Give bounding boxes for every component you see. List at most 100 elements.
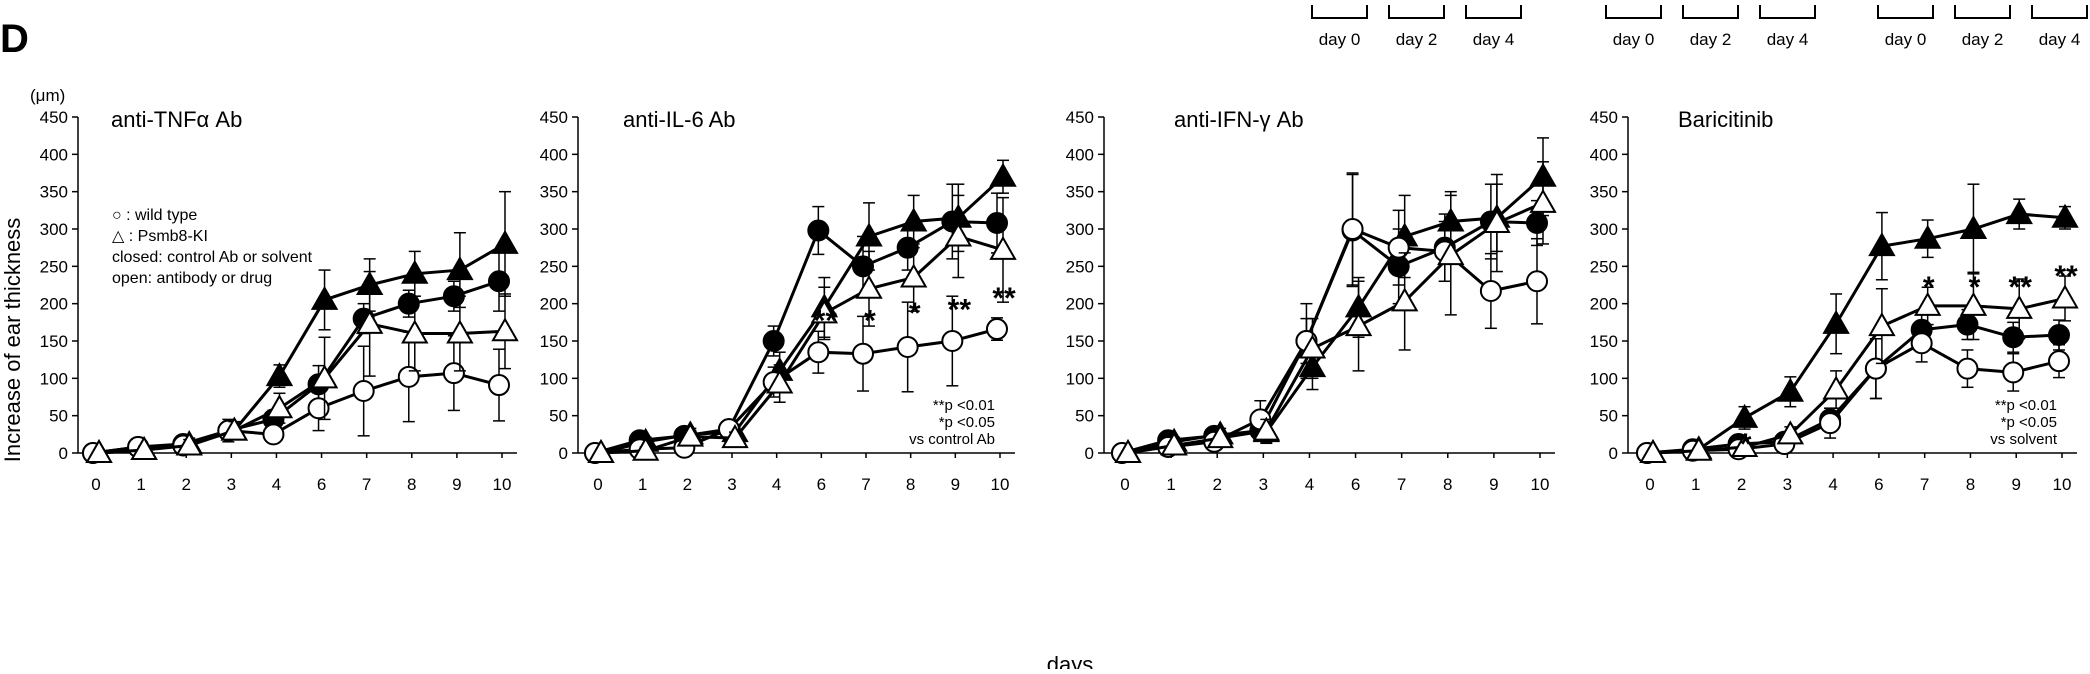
data-point — [810, 299, 839, 324]
x-tick-label: 0 — [91, 475, 100, 494]
data-point — [986, 212, 1008, 235]
panel-title: Baricitinib — [1678, 107, 1773, 132]
significance-star: ** — [948, 293, 972, 326]
schedule-bracket — [1465, 5, 1522, 19]
schedule-strip: day 0 day 2 day 4 — [1605, 5, 1816, 49]
data-point — [765, 369, 794, 394]
y-tick-label: 450 — [1066, 108, 1094, 127]
y-tick-label: 400 — [540, 145, 568, 164]
significance-star: ** — [2054, 260, 2078, 293]
series-line — [1652, 296, 2066, 455]
data-point — [1868, 312, 1896, 337]
x-tick-label: 0 — [593, 475, 602, 494]
data-point — [1298, 334, 1327, 359]
schedule-bracket — [2031, 5, 2088, 19]
x-axis-label: days — [1047, 652, 1093, 669]
schedule-day-label: day 4 — [2039, 30, 2081, 49]
panel-title: anti-IFN-γ Ab — [1174, 107, 1304, 132]
x-tick-label: 7 — [1920, 475, 1929, 494]
data-point — [1479, 279, 1502, 302]
y-tick-label: 100 — [1590, 369, 1618, 388]
x-tick-label: 2 — [1737, 475, 1746, 494]
schedule-bracket — [1311, 5, 1368, 19]
significance-note: *p <0.05 — [939, 414, 995, 431]
schedule-day-label: day 2 — [1690, 30, 1732, 49]
data-point — [175, 431, 203, 456]
data-point — [2048, 350, 2070, 373]
significance-star: ** — [814, 305, 838, 338]
y-tick-label: 250 — [1066, 257, 1094, 276]
x-tick-label: 8 — [906, 475, 915, 494]
series-line — [600, 234, 1004, 455]
y-tick-label: 300 — [540, 220, 568, 239]
data-point — [446, 256, 474, 281]
data-point — [807, 219, 830, 242]
x-tick-label: 6 — [317, 475, 326, 494]
x-tick-label: 10 — [1531, 475, 1550, 494]
data-point — [986, 318, 1008, 341]
schedule-bracket — [1877, 5, 1934, 19]
series-line — [1121, 227, 1538, 455]
y-tick-label: 150 — [40, 332, 68, 351]
data-point — [1956, 313, 1979, 336]
chart-panel: 0 50 100 150 200 250 300 350 400 450 0 1 2 3 4 6 7 8 9 10 an… — [540, 107, 1017, 494]
x-tick-label: 10 — [2053, 475, 2072, 494]
x-tick-label: 3 — [1783, 475, 1792, 494]
y-tick-label: 350 — [540, 183, 568, 202]
data-point — [899, 263, 928, 288]
panel-letter: D — [0, 17, 29, 61]
series-open-triangle — [587, 194, 1017, 463]
data-point — [2051, 284, 2079, 309]
data-point — [587, 438, 615, 463]
schedule-bracket — [1682, 5, 1739, 19]
y-tick-label: 350 — [1590, 183, 1618, 202]
chart-panel: 0 50 100 150 200 250 300 350 400 450 0 1 2 3 4 6 7 8 9 10 Ba… — [1590, 107, 2079, 494]
x-tick-label: 1 — [1691, 475, 1700, 494]
y-tick-label: 100 — [540, 369, 568, 388]
data-point — [491, 229, 519, 254]
data-point — [310, 285, 339, 310]
data-point — [1114, 438, 1142, 463]
y-tick-label: 250 — [40, 257, 68, 276]
x-tick-label: 4 — [1305, 475, 1314, 494]
x-tick-label: 1 — [1166, 475, 1175, 494]
data-point — [442, 362, 465, 385]
x-tick-label: 2 — [181, 475, 190, 494]
data-point — [989, 162, 1017, 187]
significance-note: vs solvent — [1990, 431, 2058, 448]
y-tick-label: 0 — [1609, 444, 1618, 463]
y-tick-label: 450 — [1590, 108, 1618, 127]
y-tick-label: 100 — [1066, 369, 1094, 388]
series-open-triangle — [85, 270, 519, 463]
data-point — [1822, 375, 1850, 400]
data-point — [397, 365, 420, 388]
data-point — [1913, 291, 1942, 316]
schedule-day-label: day 4 — [1473, 30, 1515, 49]
data-point — [265, 394, 294, 419]
schedule-day-label: day 0 — [1885, 30, 1927, 49]
significance-star: * — [1740, 428, 1752, 461]
x-tick-label: 3 — [1259, 475, 1268, 494]
y-tick-label: 50 — [1599, 407, 1618, 426]
x-tick-label: 6 — [817, 475, 826, 494]
x-tick-label: 2 — [1212, 475, 1221, 494]
data-point — [446, 319, 474, 344]
data-point — [631, 436, 660, 461]
data-point — [85, 438, 113, 463]
data-point — [1483, 209, 1511, 234]
schedule-bracket — [1605, 5, 1662, 19]
y-axis-label: Increase of ear thickness — [0, 218, 25, 463]
data-point — [2005, 294, 2033, 319]
series-line — [92, 371, 500, 455]
y-tick-label: 350 — [40, 183, 68, 202]
data-point — [130, 435, 158, 461]
chart-panel: 0 50 100 150 200 250 300 350 400 450 0 1 2 3 4 6 7 8 9 10 an… — [40, 107, 519, 494]
series-line — [92, 279, 500, 455]
x-tick-label: 6 — [1351, 475, 1360, 494]
schedule-day-label: day 4 — [1767, 30, 1809, 49]
y-unit-label: (μm) — [30, 86, 65, 105]
data-point — [1910, 332, 1933, 355]
x-tick-label: 7 — [1397, 475, 1406, 494]
y-tick-label: 200 — [1066, 295, 1094, 314]
